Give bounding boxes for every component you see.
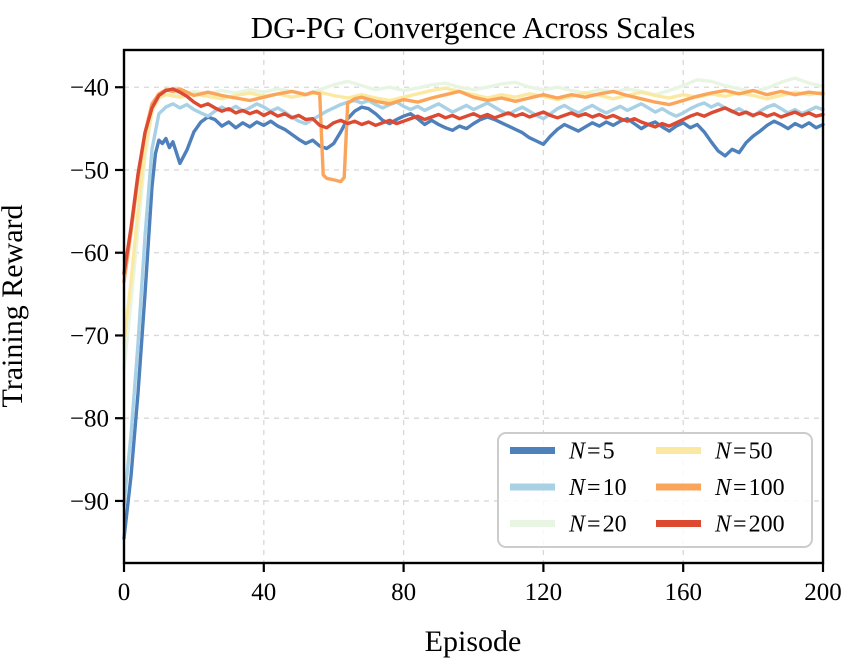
plot-border <box>122 48 825 565</box>
legend-swatch-N=5 <box>510 447 555 454</box>
x-tick-label-160: 160 <box>664 579 702 606</box>
legend-label-N=20: N=20 <box>568 512 627 538</box>
legend-label-N=5: N=5 <box>568 439 615 465</box>
x-tick-label-200: 200 <box>804 579 842 606</box>
legend-label-N=50: N=50 <box>714 439 773 465</box>
legend-swatch-N=50 <box>656 447 701 454</box>
series-line-N=200 <box>122 87 825 276</box>
legend-box <box>497 432 813 548</box>
y-tick-label--80: −80 <box>70 406 109 433</box>
axes-layer: 0 40 80 120 160 200 −40 −50 −60 −70 −80 −90 <box>70 48 842 606</box>
legend-label-N=200: N=200 <box>714 512 785 538</box>
legend-label-N=100: N=100 <box>714 475 785 501</box>
legend-swatch-N=100 <box>656 483 701 491</box>
y-tick-label--40: −40 <box>70 75 109 102</box>
x-tick-label-120: 120 <box>525 579 563 606</box>
legend: N=5 N=10 N=20 N=50 N=100 N=200 <box>497 432 813 548</box>
legend-swatch-N=10 <box>510 483 555 491</box>
x-tick-label-0: 0 <box>118 579 131 606</box>
x-tick-label-80: 80 <box>391 579 416 606</box>
series-line-N=50 <box>122 86 825 346</box>
x-tick-label-40: 40 <box>251 579 276 606</box>
y-axis-label: Training Reward <box>0 204 29 407</box>
y-tick-label--90: −90 <box>70 488 109 515</box>
y-tick-label--60: −60 <box>70 240 109 267</box>
y-tick-label--70: −70 <box>70 323 109 350</box>
legend-label-N=10: N=10 <box>568 475 627 501</box>
chart-title: DG-PG Convergence Across Scales <box>251 10 696 45</box>
legend-swatch-N=200 <box>656 520 701 527</box>
series-layer <box>122 76 825 540</box>
y-tick-label--50: −50 <box>70 157 109 184</box>
legend-swatch-N=20 <box>510 520 555 527</box>
x-axis-label: Episode <box>425 625 522 658</box>
series-line-N=100 <box>122 87 825 284</box>
series-line-N=5 <box>122 105 825 540</box>
